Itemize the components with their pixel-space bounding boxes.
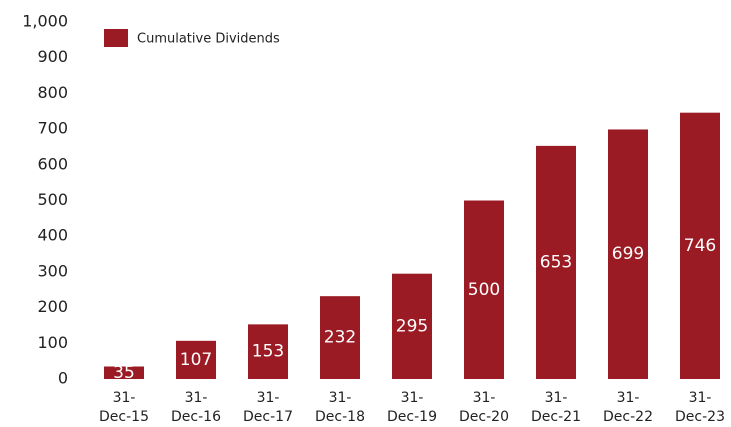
data-label: 699	[612, 244, 644, 264]
bar	[248, 324, 288, 379]
bar	[320, 296, 360, 379]
bar	[176, 340, 216, 379]
data-label: 500	[468, 280, 500, 300]
x-tick-label: 31-Dec-23	[675, 390, 725, 425]
y-tick-label: 800	[37, 83, 68, 102]
x-tick-label: 31-Dec-21	[531, 390, 581, 425]
x-tick-label: 31-Dec-16	[171, 390, 221, 425]
data-label: 295	[396, 316, 428, 336]
x-tick-label: 31-Dec-18	[315, 390, 365, 425]
bar	[392, 273, 432, 379]
y-tick-label: 1,000	[22, 12, 68, 31]
data-label: 653	[540, 252, 572, 272]
y-tick-label: 100	[37, 333, 68, 352]
y-tick-label: 500	[37, 190, 68, 209]
bar	[464, 200, 504, 379]
y-tick-label: 700	[37, 119, 68, 138]
bar	[680, 112, 720, 379]
y-tick-label: 900	[37, 47, 68, 66]
data-label: 232	[324, 328, 356, 348]
y-tick-label: 0	[58, 369, 68, 388]
data-label: 153	[252, 342, 284, 362]
data-label: 107	[180, 350, 212, 370]
bar	[536, 145, 576, 379]
legend-label: Cumulative Dividends	[137, 32, 280, 47]
y-tick-label: 400	[37, 226, 68, 245]
legend-swatch	[104, 29, 128, 47]
x-tick-label: 31-Dec-22	[603, 390, 653, 425]
data-label: 35	[113, 363, 135, 383]
x-tick-label: 31-Dec-15	[99, 390, 149, 425]
x-tick-label: 31-Dec-17	[243, 390, 293, 425]
bar	[104, 366, 144, 379]
y-tick-label: 200	[37, 297, 68, 316]
y-tick-label: 600	[37, 154, 68, 173]
bar	[608, 129, 648, 379]
data-label: 746	[684, 236, 716, 256]
x-tick-label: 31-Dec-19	[387, 390, 437, 425]
y-tick-label: 300	[37, 261, 68, 280]
x-tick-label: 31-Dec-20	[459, 390, 509, 425]
